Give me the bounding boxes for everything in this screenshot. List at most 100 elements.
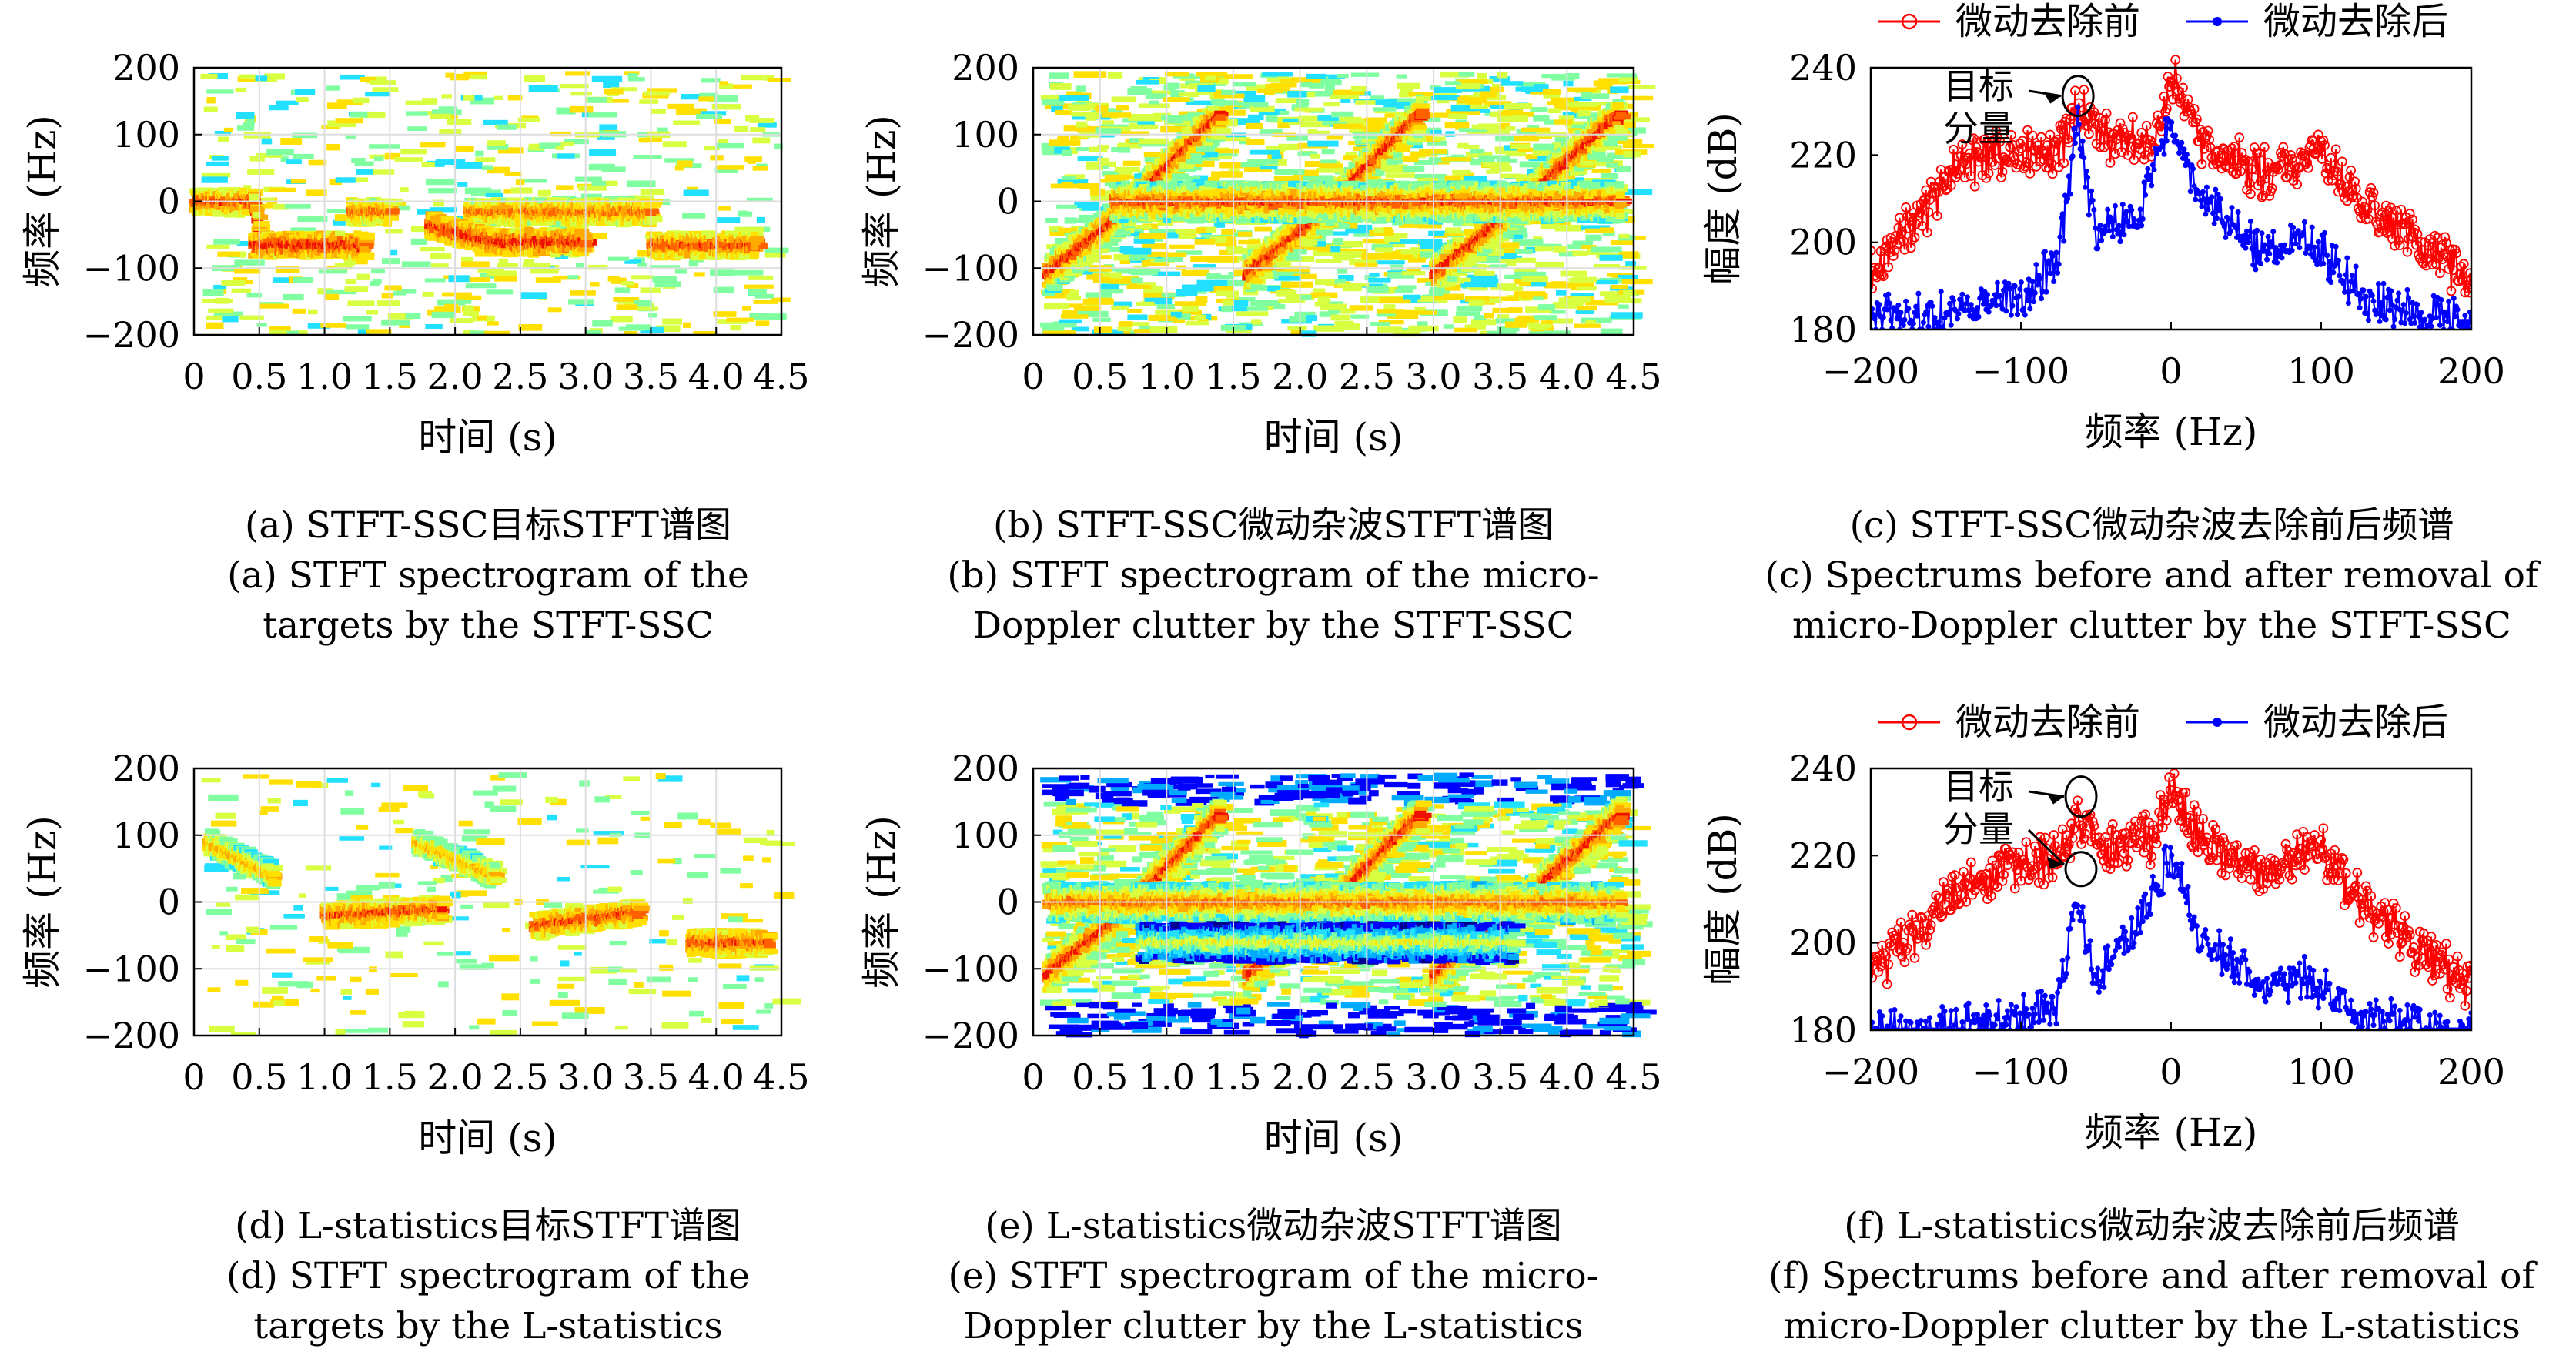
spectrogram-cell bbox=[1532, 324, 1551, 328]
spectrogram-cell bbox=[365, 92, 390, 97]
spectrogram-cell bbox=[1061, 314, 1088, 319]
spectrogram-cell bbox=[1195, 239, 1216, 245]
spectrogram-cell bbox=[1062, 182, 1073, 188]
spectrogram-cell bbox=[1211, 171, 1243, 177]
spectrogram-cell bbox=[1504, 103, 1533, 109]
spectrogram-cell bbox=[259, 303, 289, 308]
spectrogram-cell bbox=[1059, 95, 1089, 101]
spectrogram-cell bbox=[262, 139, 273, 145]
spectrogram-cell bbox=[1266, 84, 1277, 89]
spectrogram-cell bbox=[457, 182, 467, 187]
spectrogram-cell bbox=[447, 119, 472, 125]
spectrogram-cell bbox=[556, 146, 564, 150]
x-tick-label: 3.0 bbox=[557, 356, 614, 397]
spectrogram-cell bbox=[628, 73, 638, 79]
spectrogram-cell bbox=[1377, 260, 1405, 264]
y-tick-label: 100 bbox=[112, 114, 180, 156]
spectrogram-cell bbox=[247, 169, 274, 175]
spectrogram-cell bbox=[406, 101, 427, 105]
spectrogram-cell bbox=[1403, 166, 1425, 172]
spectrogram-cell bbox=[1453, 316, 1467, 323]
spectrogram-cell bbox=[372, 169, 395, 174]
spectrogram-cell bbox=[1197, 85, 1215, 92]
x-tick-label: 1.5 bbox=[362, 356, 418, 397]
x-tick-label: 4.5 bbox=[753, 356, 809, 397]
spectrogram-cell bbox=[206, 162, 229, 166]
spectrogram-cell bbox=[589, 149, 616, 156]
spectrogram-cell bbox=[756, 320, 770, 326]
spectrogram-cell bbox=[1280, 111, 1290, 115]
spectrogram-cell bbox=[420, 142, 446, 148]
spectrogram-cell bbox=[1464, 282, 1474, 287]
spectrogram-cell bbox=[1287, 326, 1306, 330]
spectrogram-cell bbox=[734, 270, 764, 276]
spectrogram-ridge-cell bbox=[384, 216, 398, 221]
spectrogram-cell bbox=[1497, 115, 1528, 122]
spectrogram-cell bbox=[1430, 112, 1450, 117]
spectrogram-cell bbox=[1384, 236, 1400, 242]
spectrogram-cell bbox=[734, 126, 749, 132]
spectrogram-cell bbox=[373, 87, 399, 92]
spectrogram-cell bbox=[1272, 155, 1282, 159]
spectrogram-cell bbox=[319, 269, 347, 273]
spectrogram-cell bbox=[710, 269, 734, 276]
spectrogram-cell bbox=[1221, 306, 1232, 312]
spectrogram-cell bbox=[494, 96, 503, 100]
spectrogram-cell bbox=[1262, 72, 1293, 76]
spectrogram-cell bbox=[652, 276, 677, 283]
spectrogram-cell bbox=[1066, 296, 1081, 300]
spectrogram-cell bbox=[1522, 276, 1548, 282]
x-tick-label: 0 bbox=[182, 356, 205, 397]
spectrogram-cell bbox=[1175, 301, 1206, 306]
spectrogram-cell bbox=[1506, 126, 1516, 131]
y-tick-label: −200 bbox=[83, 314, 180, 356]
spectrogram-ridge-cell bbox=[359, 252, 374, 258]
spectrogram-cell bbox=[619, 327, 646, 331]
spectrogram-cell bbox=[381, 320, 410, 326]
spectrogram-cell bbox=[1233, 82, 1256, 86]
spectrogram-cell bbox=[1251, 319, 1261, 324]
spectrogram-cell bbox=[283, 294, 304, 300]
spectrogram-cell bbox=[475, 157, 495, 162]
spectrogram-cell bbox=[326, 85, 340, 90]
spectrogram-cell bbox=[1250, 300, 1281, 306]
spectrogram-cell bbox=[1574, 323, 1601, 327]
x-tick-label: 1.0 bbox=[296, 356, 353, 397]
spectrogram-cell bbox=[1076, 85, 1086, 92]
spectrogram-cell bbox=[1618, 77, 1638, 82]
spectrogram-cell bbox=[1101, 289, 1124, 293]
spectrogram-cell bbox=[269, 188, 296, 192]
spectrogram-cell bbox=[1483, 162, 1510, 167]
spectrogram-cell bbox=[1434, 137, 1446, 141]
spectrogram-cell bbox=[442, 293, 472, 297]
spectrogram-cell bbox=[1062, 150, 1072, 156]
spectrogram-cell bbox=[677, 160, 693, 167]
spectrogram-cell bbox=[1456, 312, 1480, 316]
spectrogram-cell bbox=[673, 121, 700, 125]
spectrogram-cell bbox=[1530, 107, 1547, 112]
spectrogram-cell bbox=[1179, 235, 1197, 239]
spectrogram-cell bbox=[1049, 232, 1064, 236]
spectrogram-cell bbox=[1127, 314, 1147, 320]
spectrogram-cell bbox=[455, 146, 474, 152]
spectrogram-cell bbox=[234, 259, 264, 265]
spectrogram-cell bbox=[353, 98, 370, 103]
spectrogram-cell bbox=[1205, 76, 1216, 81]
spectrogram-cell bbox=[393, 291, 406, 296]
spectrogram-ridge-cell bbox=[385, 208, 399, 214]
spectrogram-cell bbox=[588, 265, 608, 269]
spectrogram-cell bbox=[1521, 86, 1543, 92]
spectrogram-cell bbox=[681, 94, 700, 99]
spectrogram-cell bbox=[385, 229, 403, 233]
spectrogram-cell bbox=[1569, 278, 1589, 283]
spectrogram-cell bbox=[1300, 82, 1313, 88]
spectrogram-cell bbox=[345, 286, 369, 292]
spectrogram-cell bbox=[520, 292, 547, 299]
spectrogram-cell bbox=[327, 209, 350, 213]
spectrogram-cell bbox=[1591, 246, 1622, 252]
spectrogram-cell bbox=[1296, 99, 1309, 105]
spectrogram-cell bbox=[370, 80, 396, 85]
spectrogram-cell bbox=[377, 300, 400, 306]
spectrogram-cell bbox=[587, 97, 607, 103]
spectrogram-cell bbox=[1243, 95, 1265, 102]
